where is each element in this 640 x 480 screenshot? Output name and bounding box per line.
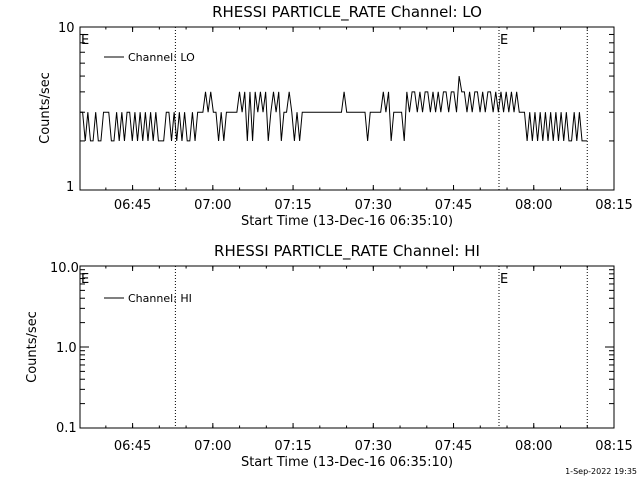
x-ticks-hi: 06:45 07:00 07:15 07:30 07:45 08:00 08:15 bbox=[105, 266, 633, 454]
footer-timestamp: 1-Sep-2022 19:35 bbox=[565, 467, 637, 476]
y-tick-label-1: 1 bbox=[66, 180, 74, 195]
data-lo bbox=[80, 75, 588, 142]
x-tick-label: 07:45 bbox=[435, 439, 472, 454]
event-label: E bbox=[500, 33, 508, 48]
y-ticks-hi bbox=[80, 265, 614, 429]
y-tick-label-10: 10 bbox=[58, 21, 75, 36]
x-tick-label: 06:45 bbox=[114, 198, 151, 213]
event-label: E bbox=[500, 272, 508, 287]
plot-frame-hi bbox=[79, 265, 615, 429]
x-axis-label-hi: Start Time (13-Dec-16 06:35:10) bbox=[241, 455, 453, 470]
title-lo: RHESSI PARTICLE_RATE Channel: LO bbox=[212, 3, 482, 22]
panel-lo: RHESSI PARTICLE_RATE Channel: LO 06:45 07… bbox=[38, 3, 633, 229]
event-label: E bbox=[81, 33, 89, 48]
x-tick-label: 07:30 bbox=[355, 439, 392, 454]
x-tick-label: 07:15 bbox=[274, 198, 311, 213]
series-line-lo bbox=[80, 75, 588, 142]
y-ticks-lo bbox=[80, 26, 614, 191]
x-tick-label: 07:30 bbox=[355, 198, 392, 213]
x-axis-label-lo: Start Time (13-Dec-16 06:35:10) bbox=[241, 214, 453, 229]
legend-label-hi: Channel: HI bbox=[128, 292, 192, 305]
event-label: E bbox=[81, 272, 89, 287]
x-tick-label: 08:15 bbox=[595, 439, 632, 454]
x-tick-label: 07:00 bbox=[194, 439, 231, 454]
x-tick-label: 06:45 bbox=[114, 439, 151, 454]
y-axis-label-lo: Counts/sec bbox=[38, 72, 53, 144]
x-tick-label: 08:00 bbox=[515, 439, 552, 454]
panel-hi: RHESSI PARTICLE_RATE Channel: HI 06:45 07… bbox=[25, 242, 633, 470]
x-tick-label: 07:00 bbox=[194, 198, 231, 213]
x-tick-label: 07:45 bbox=[435, 198, 472, 213]
y-axis-label-hi: Counts/sec bbox=[25, 311, 40, 383]
legend-label-lo: Channel: LO bbox=[128, 51, 195, 64]
title-hi: RHESSI PARTICLE_RATE Channel: HI bbox=[214, 242, 480, 261]
y-tick-label-10.0: 10.0 bbox=[50, 261, 79, 276]
x-tick-label: 07:15 bbox=[274, 439, 311, 454]
x-tick-label: 08:00 bbox=[515, 198, 552, 213]
y-tick-label-1.0: 1.0 bbox=[56, 341, 77, 356]
y-tick-label-0.1: 0.1 bbox=[56, 421, 77, 436]
x-tick-label: 08:15 bbox=[595, 198, 632, 213]
x-ticks-lo: 06:45 07:00 07:15 07:30 07:45 08:00 08:15 bbox=[105, 27, 633, 213]
